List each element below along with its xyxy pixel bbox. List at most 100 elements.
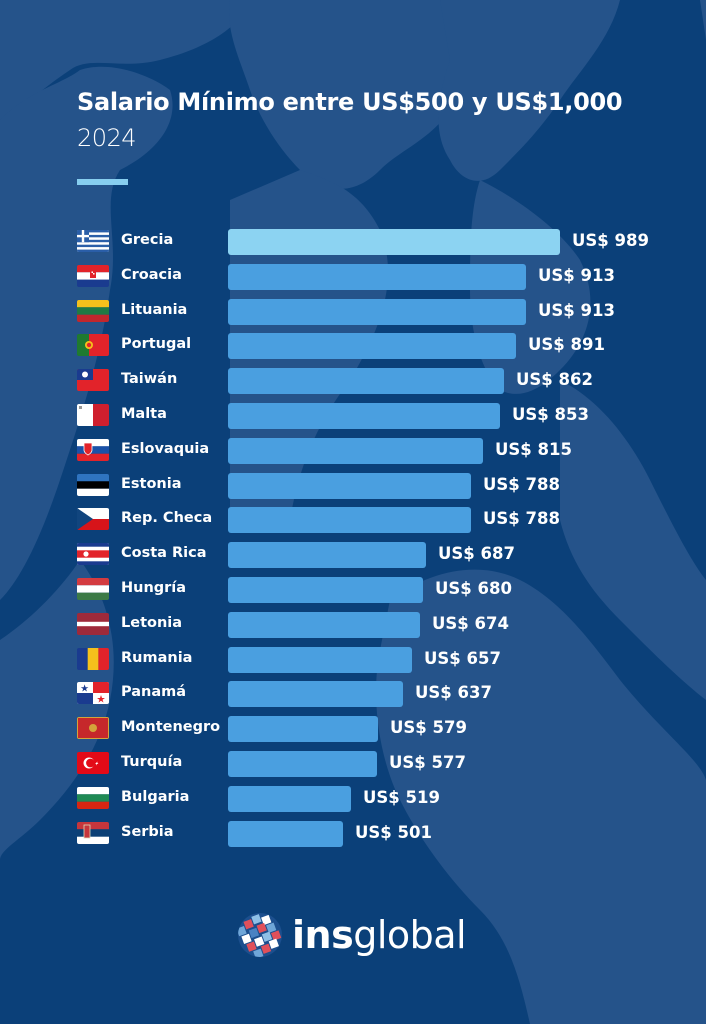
chart-row: Croacia US$ 913 bbox=[77, 263, 697, 290]
chart-subtitle: 2024 bbox=[77, 124, 137, 152]
globe-mosaic-icon bbox=[238, 913, 282, 957]
country-label: Panamá bbox=[121, 684, 187, 701]
serbia-flag-icon bbox=[77, 821, 109, 844]
greece-flag-icon bbox=[77, 230, 109, 252]
value-label: US$ 680 bbox=[435, 579, 512, 598]
value-label: US$ 687 bbox=[438, 544, 515, 564]
country-label: Taiwán bbox=[121, 371, 178, 388]
value-bar bbox=[228, 577, 423, 603]
value-label: US$ 657 bbox=[424, 648, 501, 668]
lithuania-flag-icon bbox=[77, 299, 109, 322]
value-label: US$ 989 bbox=[572, 231, 649, 250]
chart-title: Salario Mínimo entre US$500 y US$1,000 bbox=[77, 88, 623, 116]
value-label: US$ 577 bbox=[389, 753, 466, 772]
value-label: US$ 891 bbox=[528, 335, 605, 355]
slovakia-flag-icon bbox=[77, 438, 109, 461]
chart-row: Rep. Checa US$ 788 bbox=[77, 507, 697, 534]
costa-rica-flag-icon bbox=[77, 543, 109, 566]
logo-regular-text: global bbox=[353, 913, 467, 957]
value-label: US$ 788 bbox=[483, 509, 560, 529]
value-label: US$ 788 bbox=[483, 474, 560, 494]
turkey-flag-icon bbox=[77, 752, 109, 774]
portugal-flag-icon bbox=[77, 334, 109, 357]
chart-row: Eslovaquia US$ 815 bbox=[77, 437, 697, 464]
country-label: Rumania bbox=[121, 649, 193, 666]
chart-row: Costa Rica US$ 687 bbox=[77, 542, 697, 569]
value-bar bbox=[228, 646, 412, 673]
value-label: US$ 913 bbox=[538, 300, 615, 320]
country-label: Portugal bbox=[121, 336, 192, 353]
country-label: Letonia bbox=[121, 614, 183, 631]
value-label: US$ 913 bbox=[538, 265, 615, 285]
country-label: Hungría bbox=[121, 580, 187, 596]
value-bar bbox=[228, 333, 516, 360]
value-label: US$ 674 bbox=[432, 613, 509, 633]
chart-row: Estonia US$ 788 bbox=[77, 472, 697, 499]
bulgaria-flag-icon bbox=[77, 786, 109, 809]
croatia-flag-icon bbox=[77, 264, 109, 287]
chart-row: Serbia US$ 501 bbox=[77, 820, 697, 847]
hungary-flag-icon bbox=[77, 578, 109, 600]
accent-line bbox=[77, 179, 128, 185]
value-label: US$ 501 bbox=[355, 822, 432, 842]
country-label: Estonia bbox=[121, 475, 182, 492]
chart-row: Montenegro US$ 579 bbox=[77, 716, 697, 743]
country-label: Eslovaquia bbox=[121, 440, 210, 457]
insglobal-logo: insglobal bbox=[236, 910, 467, 960]
chart-row: Malta US$ 853 bbox=[77, 403, 697, 429]
country-label: Turquía bbox=[121, 754, 183, 770]
country-label: Serbia bbox=[121, 823, 174, 840]
value-bar bbox=[228, 403, 500, 429]
value-label: US$ 519 bbox=[363, 787, 440, 807]
czech-flag-icon bbox=[77, 508, 109, 531]
estonia-flag-icon bbox=[77, 473, 109, 496]
montenegro-flag-icon bbox=[77, 717, 109, 740]
chart-row: Bulgaria US$ 519 bbox=[77, 785, 697, 812]
value-bar bbox=[228, 681, 403, 708]
logo-wordmark: insglobal bbox=[292, 913, 467, 957]
value-bar bbox=[228, 716, 378, 743]
value-bar bbox=[228, 542, 426, 569]
value-label: US$ 862 bbox=[516, 370, 593, 390]
value-label: US$ 853 bbox=[512, 405, 589, 424]
country-label: Lituania bbox=[121, 301, 188, 318]
chart-row: Taiwán US$ 862 bbox=[77, 368, 697, 395]
value-bar bbox=[228, 611, 420, 638]
malta-flag-icon bbox=[77, 404, 109, 426]
taiwan-flag-icon bbox=[77, 369, 109, 392]
country-label: Rep. Checa bbox=[121, 510, 213, 527]
country-label: Grecia bbox=[121, 232, 174, 248]
romania-flag-icon bbox=[77, 647, 109, 670]
value-bar bbox=[228, 472, 471, 499]
chart-row: Turquía US$ 577 bbox=[77, 751, 697, 777]
value-bar bbox=[228, 437, 483, 464]
latvia-flag-icon bbox=[77, 612, 109, 635]
country-label: Costa Rica bbox=[121, 545, 207, 562]
chart-row: Grecia US$ 989 bbox=[77, 229, 697, 255]
chart-row: Hungría US$ 680 bbox=[77, 577, 697, 603]
logo-bold-text: ins bbox=[292, 913, 354, 957]
country-label: Croacia bbox=[121, 266, 182, 283]
value-bar bbox=[228, 368, 504, 395]
value-bar bbox=[228, 229, 560, 255]
value-bar bbox=[228, 507, 471, 534]
chart-row: Lituania US$ 913 bbox=[77, 298, 697, 325]
value-label: US$ 637 bbox=[415, 683, 492, 703]
value-bar bbox=[228, 820, 343, 847]
country-label: Malta bbox=[121, 406, 167, 422]
chart-row: Panamá US$ 637 bbox=[77, 681, 697, 708]
value-bar bbox=[228, 785, 351, 812]
chart-row: Letonia US$ 674 bbox=[77, 611, 697, 638]
panama-flag-icon bbox=[77, 682, 109, 705]
country-label: Bulgaria bbox=[121, 788, 190, 805]
value-bar bbox=[228, 298, 526, 325]
value-label: US$ 579 bbox=[390, 718, 467, 738]
value-label: US$ 815 bbox=[495, 439, 572, 459]
chart-row: Rumania US$ 657 bbox=[77, 646, 697, 673]
chart-row: Portugal US$ 891 bbox=[77, 333, 697, 360]
country-label: Montenegro bbox=[121, 719, 221, 736]
value-bar bbox=[228, 751, 377, 777]
value-bar bbox=[228, 263, 526, 290]
